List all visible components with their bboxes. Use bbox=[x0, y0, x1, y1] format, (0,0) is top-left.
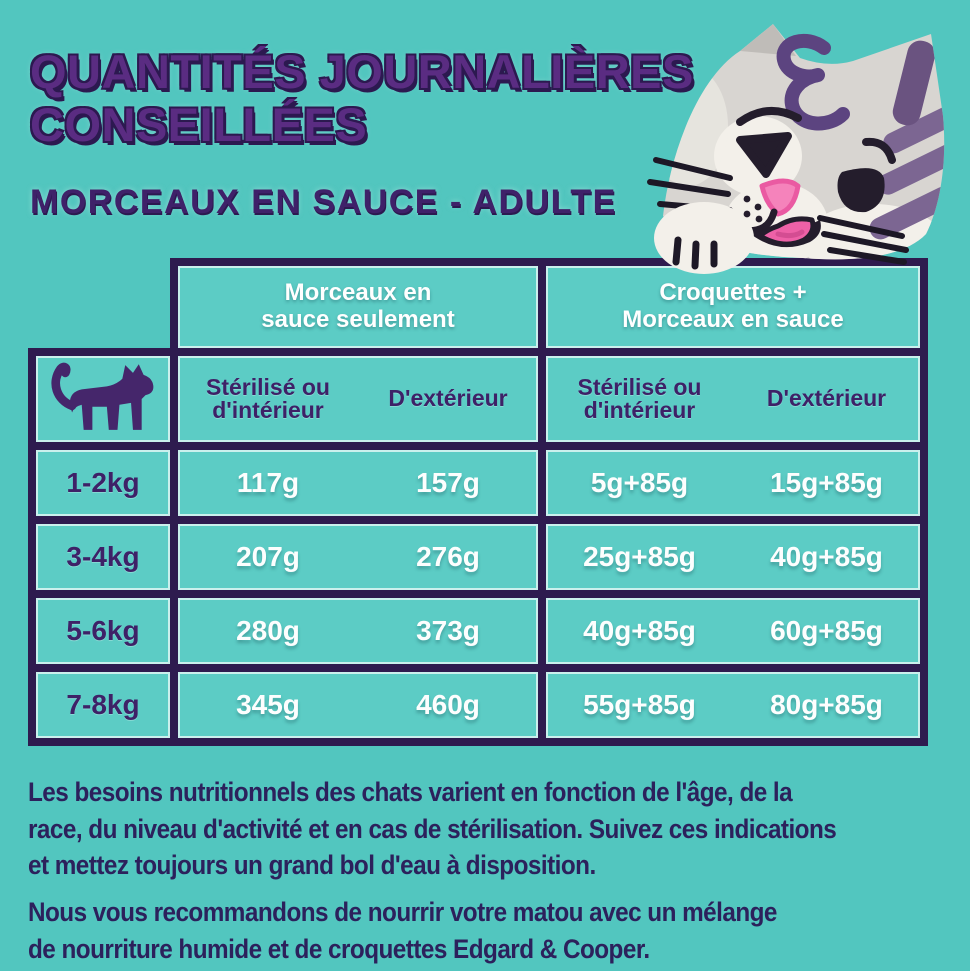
subheader-sterilized: Stérilisé ou d'intérieur bbox=[206, 373, 330, 423]
value-outdoor: 60g+85g bbox=[770, 615, 883, 646]
value-outdoor: 373g bbox=[416, 615, 480, 646]
weight-column-icon-cell bbox=[36, 356, 170, 442]
recommendation-note: Nous vous recommandons de nourrir votre … bbox=[28, 897, 777, 964]
value-sterilized: 25g+85g bbox=[583, 541, 696, 572]
subheader-sterilized: Stérilisé ou d'intérieur bbox=[577, 373, 702, 423]
column-group-sauce-only: Morceaux en sauce seulement bbox=[178, 266, 538, 348]
nutrition-note: Les besoins nutritionnels des chats vari… bbox=[28, 777, 837, 881]
value-sterilized: 40g+85g bbox=[583, 615, 696, 646]
weight-label: 3-4kg bbox=[36, 524, 170, 590]
value-sterilized: 55g+85g bbox=[583, 689, 696, 720]
column-group-kibble-mix: Croquettes + Morceaux en sauce bbox=[546, 266, 920, 348]
value-sterilized: 280g bbox=[236, 615, 300, 646]
table-row-values: 345g 460g bbox=[178, 672, 538, 738]
weight-label: 7-8kg bbox=[36, 672, 170, 738]
table-row-values: 5g+85g 15g+85g bbox=[546, 450, 920, 516]
table-row-values: 25g+85g 40g+85g bbox=[546, 524, 920, 590]
subheaders-sauce-only: Stérilisé ou d'intérieur D'extérieur bbox=[178, 356, 538, 442]
value-outdoor: 80g+85g bbox=[770, 689, 883, 720]
value-outdoor: 460g bbox=[416, 689, 480, 720]
page-title: QUANTITÉS JOURNALIÈRES CONSEILLÉES bbox=[30, 45, 694, 151]
table-column-groups: Morceaux en sauce seulement Croquettes +… bbox=[170, 258, 928, 348]
value-outdoor: 157g bbox=[416, 467, 480, 498]
weight-label: 1-2kg bbox=[36, 450, 170, 516]
subheader-outdoor: D'extérieur bbox=[388, 385, 508, 412]
cat-silhouette-icon bbox=[51, 362, 154, 430]
table-row-values: 55g+85g 80g+85g bbox=[546, 672, 920, 738]
feeding-table: Stérilisé ou d'intérieur D'extérieur Sté… bbox=[28, 348, 928, 746]
value-sterilized: 345g bbox=[236, 689, 300, 720]
page-subtitle: MORCEAUX EN SAUCE - ADULTE bbox=[30, 183, 617, 221]
value-outdoor: 40g+85g bbox=[770, 541, 883, 572]
table-row-values: 280g 373g bbox=[178, 598, 538, 664]
value-sterilized: 207g bbox=[236, 541, 300, 572]
value-sterilized: 117g bbox=[236, 467, 300, 498]
table-row-values: 40g+85g 60g+85g bbox=[546, 598, 920, 664]
table-row-values: 207g 276g bbox=[178, 524, 538, 590]
value-outdoor: 15g+85g bbox=[770, 467, 883, 498]
subheader-outdoor: D'extérieur bbox=[766, 385, 887, 412]
table-row-values: 117g 157g bbox=[178, 450, 538, 516]
value-sterilized: 5g+85g bbox=[590, 467, 689, 498]
weight-label: 5-6kg bbox=[36, 598, 170, 664]
subheaders-kibble-mix: Stérilisé ou d'intérieur D'extérieur bbox=[546, 356, 920, 442]
value-outdoor: 276g bbox=[416, 541, 480, 572]
cat-mascot-illustration bbox=[647, 24, 945, 274]
